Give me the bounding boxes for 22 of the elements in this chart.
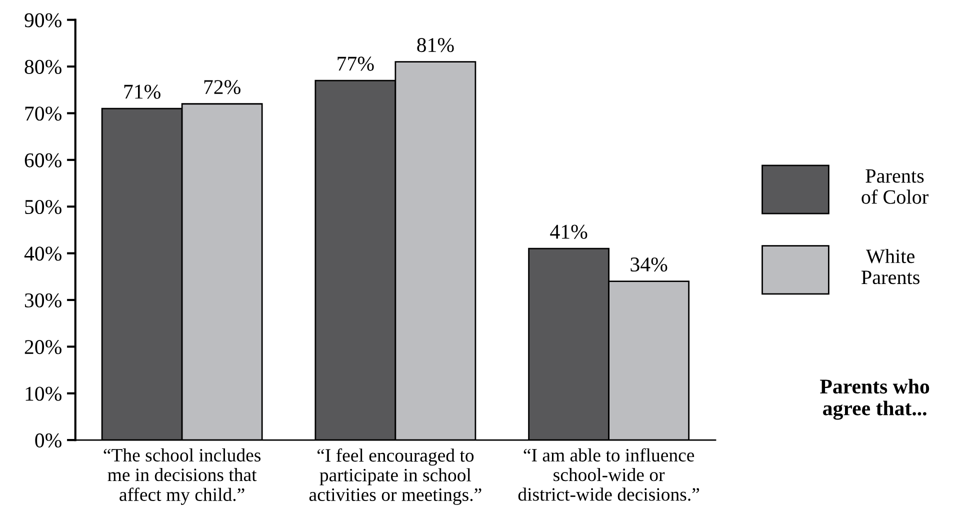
text: 41% — [550, 224, 588, 239]
text: 34% — [630, 257, 668, 272]
x-tick-label: “The school includes me in decisions that affect my child.” — [104, 448, 261, 505]
text: Parents who agree that... — [820, 378, 930, 420]
y-tick-label: 70% — [25, 106, 62, 121]
y-tick-label: 10% — [26, 386, 62, 401]
y-tick-label: 40% — [24, 246, 62, 261]
x-tick-label: “I feel encouraged to participate in school activities or meetings.” — [309, 448, 482, 505]
text: 77% — [338, 56, 374, 71]
x-tick-label: “I am able to influence school-wide or district-wide decisions.” — [518, 448, 700, 501]
y-tick-label: 90% — [24, 13, 62, 28]
y-tick-label: 80% — [24, 60, 62, 74]
text: 72% — [204, 80, 240, 94]
legend-label: White Parents — [862, 248, 920, 284]
y-tick-label: 20% — [24, 340, 62, 354]
y-tick-label: 30% — [24, 293, 62, 308]
y-tick-label: 0% — [35, 433, 62, 448]
text: 71% — [124, 84, 160, 99]
y-tick-label: 60% — [24, 153, 62, 168]
text: 81% — [417, 38, 454, 52]
legend-label: Parents of Color — [862, 169, 928, 204]
y-tick-label: 50% — [25, 200, 62, 214]
